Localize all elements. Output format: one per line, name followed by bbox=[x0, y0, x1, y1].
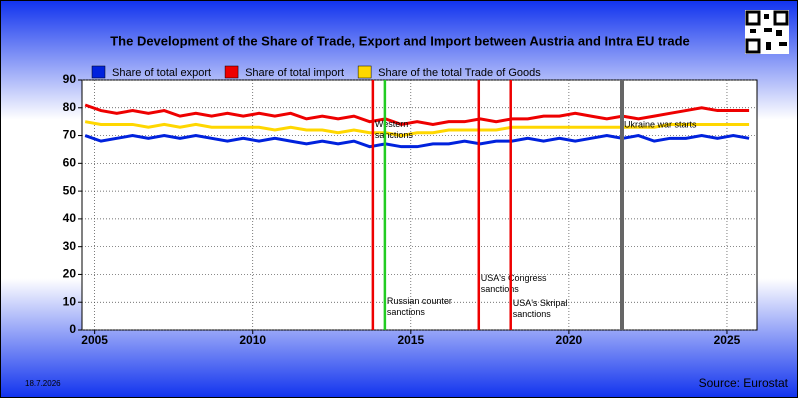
qr-code bbox=[745, 10, 789, 54]
legend-swatch bbox=[224, 65, 239, 79]
x-tick-label: 2010 bbox=[239, 333, 266, 347]
y-tick-label: 50 bbox=[63, 183, 77, 197]
event-label: USA's Congress sanctions bbox=[481, 273, 547, 294]
y-tick-label: 30 bbox=[63, 239, 77, 253]
source: Source: Eurostat bbox=[699, 376, 789, 390]
event-label: Russian counter sanctions bbox=[387, 296, 452, 317]
series-line bbox=[84, 134, 750, 149]
plot-area bbox=[81, 79, 758, 331]
y-tick-label: 70 bbox=[63, 128, 77, 142]
event-label: Ukraine war starts bbox=[624, 119, 697, 129]
legend-swatch bbox=[357, 65, 372, 79]
x-tick-label: 2025 bbox=[714, 333, 741, 347]
series-line bbox=[84, 103, 750, 126]
event-label: Western sanctions bbox=[375, 119, 414, 140]
x-tick-label: 2015 bbox=[397, 333, 424, 347]
y-tick-label: 20 bbox=[63, 267, 77, 281]
y-tick-label: 40 bbox=[63, 211, 77, 225]
y-tick-label: 10 bbox=[63, 294, 77, 308]
date: 18.7.2026 bbox=[25, 379, 61, 388]
y-tick-label: 90 bbox=[63, 72, 77, 86]
event-label: USA's Skripal sanctions bbox=[513, 298, 568, 319]
series-line bbox=[84, 120, 750, 138]
chart-title: The Development of the Share of Trade, E… bbox=[110, 33, 690, 48]
x-tick-label: 2005 bbox=[81, 333, 108, 347]
y-tick-label: 80 bbox=[63, 100, 77, 114]
legend-label: Share of total import bbox=[245, 67, 344, 79]
x-tick-label: 2020 bbox=[556, 333, 583, 347]
y-tick-label: 60 bbox=[63, 156, 77, 170]
y-axis-label: Percent (%) bbox=[29, 169, 44, 241]
legend-swatch bbox=[91, 65, 106, 79]
legend-label: Share of the total Trade of Goods bbox=[378, 67, 541, 79]
y-tick-label: 0 bbox=[69, 322, 76, 336]
legend-label: Share of total export bbox=[112, 67, 211, 79]
